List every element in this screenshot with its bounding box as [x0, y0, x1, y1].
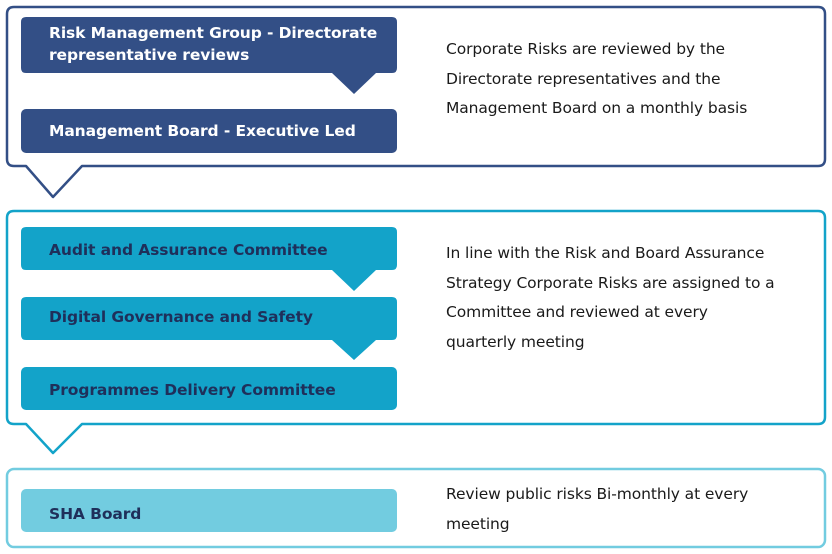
section-3-description: Review public risks Bi-monthly at every …: [446, 485, 749, 533]
programmes-box-shape: [21, 367, 397, 410]
programmes-delivery-label: Programmes Delivery Committee: [49, 381, 336, 399]
digital-box-shape: [21, 297, 397, 360]
rmg-label-line-2: representative reviews: [49, 46, 250, 64]
sha-board-label: SHA Board: [49, 505, 142, 523]
rmg-label: Risk Management Group - Directorate repr…: [49, 22, 377, 66]
section-2-description: In line with the Risk and Board Assuranc…: [446, 244, 775, 351]
audit-committee-label: Audit and Assurance Committee: [49, 241, 328, 259]
section-1-description: Corporate Risks are reviewed by the Dire…: [446, 40, 748, 117]
sha-box-shape: [21, 489, 397, 532]
mb-box-shape: [21, 109, 397, 153]
management-board-label: Management Board - Executive Led: [49, 122, 356, 140]
digital-governance-label: Digital Governance and Safety: [49, 308, 313, 326]
audit-box-shape: [21, 227, 397, 291]
rmg-box-shape: [21, 17, 397, 94]
rmg-label-line-1: Risk Management Group - Directorate: [49, 24, 378, 42]
